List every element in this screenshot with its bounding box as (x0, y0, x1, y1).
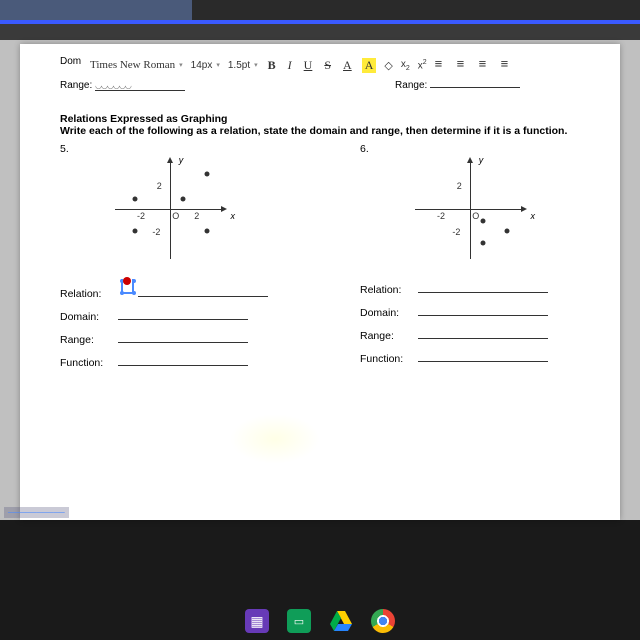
function-label: Function: (360, 348, 418, 371)
problem-5: 5. y x O -2 2 2 -2 (60, 143, 280, 375)
selected-shape-handle[interactable] (120, 279, 138, 297)
strikethrough-button[interactable]: S (322, 58, 333, 73)
font-family-select[interactable]: Times New Roman (90, 59, 183, 71)
range-label: Range: (60, 329, 118, 352)
status-link[interactable]: ────────── (4, 507, 69, 518)
x-axis-label: x (231, 211, 236, 221)
range-label-left: Range: (60, 80, 92, 91)
outdent-icon[interactable] (479, 59, 493, 71)
domain-blank[interactable] (418, 304, 548, 316)
y-axis-label: y (479, 155, 484, 165)
point (205, 228, 210, 233)
italic-button[interactable]: I (286, 58, 294, 73)
document-canvas: Dom Times New Roman 14px 1.5pt B I U S A… (0, 40, 640, 520)
relation-label: Relation: (60, 283, 118, 306)
y-axis (170, 159, 171, 259)
point (132, 196, 137, 201)
highlight-button[interactable]: A (362, 58, 377, 73)
section-heading: Relations Expressed as Graphing (60, 113, 580, 125)
point (481, 218, 486, 223)
problem-6: 6. y x O -2 2 -2 (360, 143, 580, 375)
text-color-button[interactable]: A (341, 58, 354, 73)
point (205, 171, 210, 176)
formatting-toolbar: Times New Roman 14px 1.5pt B I U S A A ◇… (50, 54, 590, 76)
tab-strip[interactable] (0, 0, 640, 20)
x-axis-label: x (531, 211, 536, 221)
function-label: Function: (60, 352, 118, 375)
tick-xpos: 2 (194, 211, 199, 221)
line-spacing-select[interactable]: 1.5pt (228, 60, 258, 71)
graph-6: y x O -2 2 -2 (415, 159, 525, 259)
indent-icon[interactable] (501, 59, 515, 71)
partial-text-dom: Dom (60, 56, 81, 67)
range-blank-right[interactable] (430, 87, 520, 88)
domain-blank[interactable] (118, 308, 248, 320)
tick-ypos: 2 (457, 181, 462, 191)
domain-label: Domain: (360, 302, 418, 325)
partial-row-range: Range: ◡◡◡◡◡◡ Range: (50, 80, 590, 91)
subscript-button[interactable]: x2 (401, 59, 410, 72)
range-label: Range: (360, 325, 418, 348)
chrome-icon[interactable] (371, 609, 395, 633)
range-label-right: Range: (395, 80, 427, 91)
domain-label: Domain: (60, 306, 118, 329)
origin-label: O (472, 211, 479, 221)
relation-blank[interactable] (138, 285, 268, 297)
origin-label: O (172, 211, 179, 221)
point (481, 240, 486, 245)
point (505, 228, 510, 233)
relation-blank[interactable] (418, 281, 548, 293)
paint-format-icon[interactable]: ◇ (384, 59, 392, 72)
bulleted-list-icon[interactable] (457, 59, 471, 71)
document-page: Dom Times New Roman 14px 1.5pt B I U S A… (20, 44, 620, 520)
range-blank[interactable] (418, 327, 548, 339)
point (132, 228, 137, 233)
desktop-gap (0, 520, 640, 598)
graph-5: y x O -2 2 2 -2 (115, 159, 225, 259)
browser-chrome-top (0, 0, 640, 40)
numbered-list-icon[interactable] (435, 59, 449, 71)
tick-xneg: -2 (437, 211, 445, 221)
screen-glare (230, 414, 320, 464)
range-blank[interactable] (118, 331, 248, 343)
superscript-button[interactable]: x2 (418, 59, 427, 71)
problem-number-6: 6. (360, 143, 580, 155)
range-blank-left[interactable]: ◡◡◡◡◡◡ (95, 81, 185, 91)
function-blank[interactable] (118, 354, 248, 366)
function-blank[interactable] (418, 350, 548, 362)
google-drive-icon[interactable] (329, 609, 353, 633)
google-forms-icon[interactable]: ▦ (245, 609, 269, 633)
chromeos-shelf: ▦ ▭ (0, 602, 640, 640)
tick-xneg: -2 (137, 211, 145, 221)
underline-button[interactable]: U (302, 58, 315, 73)
instruction-text: Write each of the following as a relatio… (60, 125, 580, 139)
bold-button[interactable]: B (266, 58, 278, 73)
font-size-select[interactable]: 14px (191, 60, 220, 71)
tick-yneg: -2 (152, 227, 160, 237)
y-axis (470, 159, 471, 259)
y-axis-label: y (179, 155, 184, 165)
point (181, 196, 186, 201)
tick-yneg: -2 (452, 227, 460, 237)
google-classroom-icon[interactable]: ▭ (287, 609, 311, 633)
problem-number-5: 5. (60, 143, 280, 155)
relation-label: Relation: (360, 279, 418, 302)
tick-ypos: 2 (157, 181, 162, 191)
